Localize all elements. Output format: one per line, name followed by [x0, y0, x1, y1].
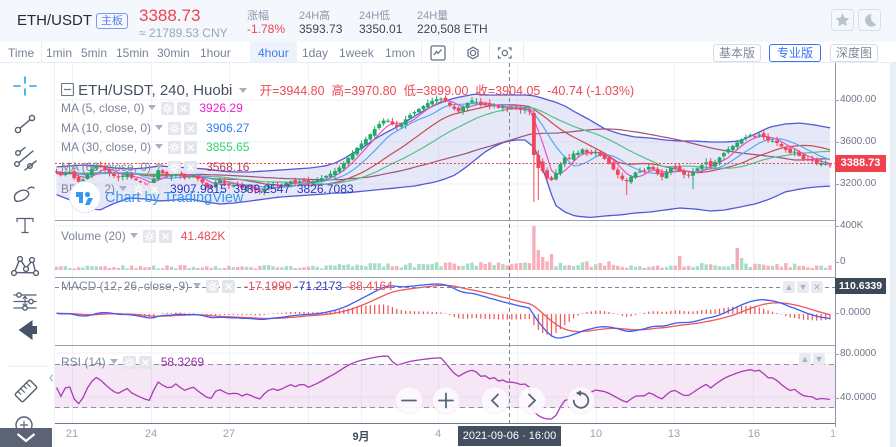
svg-text:Chart by TradingView: Chart by TradingView [105, 190, 244, 206]
